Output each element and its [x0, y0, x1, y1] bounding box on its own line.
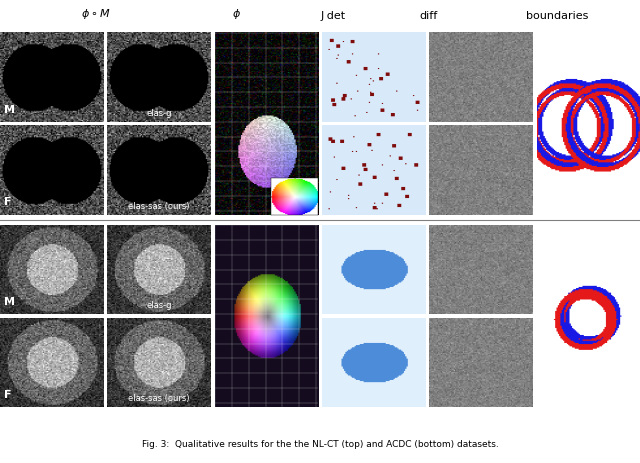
- Text: Fig. 3:  Qualitative results for the the NL-CT (top) and ACDC (bottom) datasets.: Fig. 3: Qualitative results for the the …: [141, 440, 499, 449]
- Text: M: M: [4, 105, 15, 114]
- Text: elas-sas (ours): elas-sas (ours): [128, 202, 189, 211]
- Text: boundaries: boundaries: [525, 11, 588, 21]
- Text: F: F: [4, 197, 12, 207]
- Text: elas-sas (ours): elas-sas (ours): [128, 394, 189, 403]
- Text: elas-g: elas-g: [146, 301, 172, 310]
- Text: elas-g: elas-g: [146, 109, 172, 118]
- Text: $\phi$: $\phi$: [232, 7, 241, 21]
- Text: $\phi \circ M$: $\phi \circ M$: [81, 7, 111, 21]
- Text: diff: diff: [420, 11, 438, 21]
- Text: M: M: [4, 297, 15, 307]
- Text: J det: J det: [320, 11, 346, 21]
- Text: F: F: [4, 390, 12, 400]
